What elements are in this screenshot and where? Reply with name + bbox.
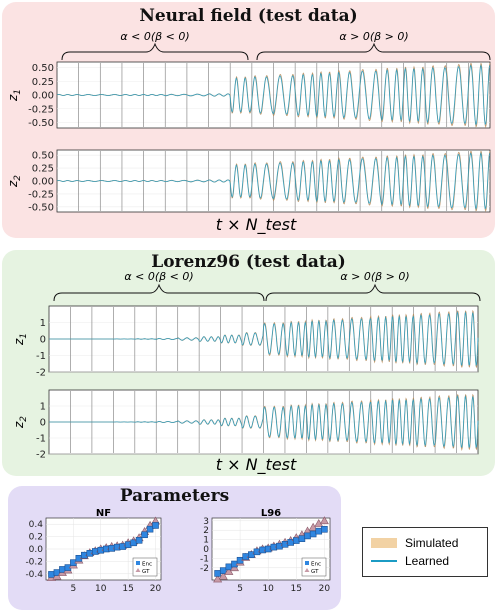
params_l96-ytick-label: -2 — [200, 564, 209, 574]
params_l96-enc-point — [219, 567, 227, 574]
l96_z2-learned-line — [49, 395, 479, 449]
nf_z1-learned-line — [56, 64, 491, 126]
params_l96-xtick-label: 15 — [291, 584, 302, 594]
params_nf-ytick-label: 0.4 — [29, 520, 44, 530]
nf-brace-left-label: α < 0(β < 0) — [120, 30, 189, 43]
params_l96-enc-point — [298, 535, 306, 542]
params_l96-ytick-label: 2 — [203, 526, 209, 536]
l96_z2-ytick-label: 0 — [40, 418, 46, 429]
params_l96-enc-point — [315, 527, 323, 535]
params_l96-gt-point — [319, 516, 329, 525]
nf-brace-right-label: α > 0(β > 0) — [339, 30, 408, 43]
params_l96-gt-point — [218, 571, 228, 580]
nf_z2-ytick-label: 0.50 — [32, 151, 54, 162]
params_nf-ytick-label: -0.4 — [25, 570, 43, 580]
lorenz96-title: Lorenz96 (test data) — [151, 252, 346, 272]
l96_z1-ylabel: z1 — [12, 333, 29, 346]
params_l96-legend-gt-label: GT — [311, 569, 319, 575]
params_nf-enc-point — [48, 571, 55, 578]
simulated-swatch — [371, 538, 397, 548]
l96_z2-ytick-label: -2 — [36, 450, 46, 461]
legend-learned: Learned — [371, 553, 449, 569]
nf_z1-ytick-label: -0.50 — [28, 118, 54, 129]
legend-simulated: Simulated — [371, 535, 458, 551]
l96-brace-left — [53, 283, 265, 302]
params_nf-legend-gt-label: GT — [142, 569, 150, 575]
params_nf-title: NF — [96, 508, 111, 519]
l96_z1-learned-line — [49, 311, 479, 367]
params_nf-xtick-label: 10 — [95, 584, 107, 594]
params_l96-xtick-label: 10 — [262, 584, 274, 594]
l96-brace-right — [265, 283, 481, 302]
params_l96-ytick-label: 0 — [203, 545, 209, 555]
neural-field-title: Neural field (test data) — [139, 6, 358, 26]
params_l96-xtick-label: 20 — [319, 584, 331, 594]
params_l96-ytick-label: -1 — [200, 554, 209, 564]
params_l96-ytick-label: 3 — [203, 517, 209, 527]
params_l96-legend-enc-marker — [305, 561, 309, 565]
l96-brace-right-label: α > 0(β > 0) — [340, 270, 409, 283]
nf_z2-ylabel: z2 — [6, 175, 23, 188]
nf_z2-learned-line — [56, 152, 491, 210]
params_nf-xtick-label: 5 — [71, 584, 77, 594]
nf_z2-ytick-label: 0.00 — [32, 177, 54, 188]
l96_z2-ytick-label: 1 — [40, 402, 46, 413]
params_nf-xtick-label: 15 — [122, 584, 133, 594]
params_l96-enc-point — [304, 532, 311, 540]
legend-simulated-label: Simulated — [405, 536, 459, 550]
params_nf-ytick-label: 0.0 — [29, 545, 44, 555]
l96-brace-left-label: α < 0(β < 0) — [124, 270, 193, 283]
params_nf-ytick-label: -0.2 — [25, 557, 43, 567]
l96_z1-ytick-label: -1 — [36, 351, 46, 362]
learned-swatch — [371, 560, 397, 562]
nf_z1-ytick-label: 0.25 — [32, 77, 54, 88]
l96_z2-ytick-label: -1 — [36, 434, 46, 445]
nf-time-axis-label: t × N_test — [216, 215, 297, 235]
params_nf-legend-enc-marker — [136, 561, 140, 565]
params_nf-legend-enc-label: Enc — [142, 562, 152, 568]
nf_z2-plot: 0.50 0.25 0.00-0.25 -0.50 — [28, 149, 491, 213]
params_l96-legend-enc-label: Enc — [311, 562, 321, 568]
nf_z2-ytick-label: 0.25 — [32, 164, 54, 175]
params_nf-enc-point — [135, 537, 143, 544]
params_l96-enc-point — [292, 537, 300, 544]
params_nf-xtick-label: 20 — [150, 584, 162, 594]
l96_z2-plot: 1 0 -1 -2 — [36, 389, 479, 461]
params_l96-enc-point — [225, 563, 233, 571]
nf-brace-right — [256, 42, 491, 61]
l96_z2-ylabel: z2 — [12, 416, 29, 429]
l96-time-axis-label: t × N_test — [216, 455, 297, 475]
legend: Simulated Learned — [362, 527, 488, 577]
nf_z1-ylabel: z1 — [6, 89, 23, 102]
l96_z1-ytick-label: 1 — [40, 318, 46, 329]
params_nf-enc-point — [152, 522, 159, 529]
legend-learned-label: Learned — [405, 554, 450, 568]
nf_z2-ytick-label: -0.25 — [28, 189, 54, 200]
params_l96-xtick-label: 5 — [237, 584, 243, 594]
nf_z1-ytick-label: -0.25 — [28, 104, 54, 115]
l96_z1-plot: 1 0 -1 -2 — [36, 305, 479, 379]
params_l96-ytick-label: 1 — [203, 536, 209, 546]
l96_z1-ytick-label: -2 — [36, 368, 46, 379]
nf_z1-plot: 0.50 0.25 0.00 -0.25 -0.50 — [28, 61, 491, 129]
nf_z1-ytick-label: 0.00 — [32, 91, 54, 102]
params_l96-enc-point — [321, 525, 328, 533]
params_nf-ytick-label: 0.2 — [29, 533, 43, 543]
params_l96-enc-point — [214, 570, 221, 577]
nf-brace-left — [61, 42, 249, 61]
params_nf-enc-point — [146, 525, 154, 533]
parameters-title: Parameters — [119, 486, 230, 506]
nf_z1-ytick-label: 0.50 — [32, 63, 54, 74]
params_l96-title: L96 — [261, 508, 281, 519]
nf_z2-ytick-label: -0.50 — [28, 202, 54, 213]
params_nf-legend-gt-marker — [135, 568, 141, 572]
params_nf-enc-point — [141, 531, 148, 539]
params_l96-legend-gt-marker — [304, 568, 310, 572]
l96_z1-ytick-label: 0 — [40, 335, 46, 346]
params_l96-enc-point — [309, 530, 317, 538]
